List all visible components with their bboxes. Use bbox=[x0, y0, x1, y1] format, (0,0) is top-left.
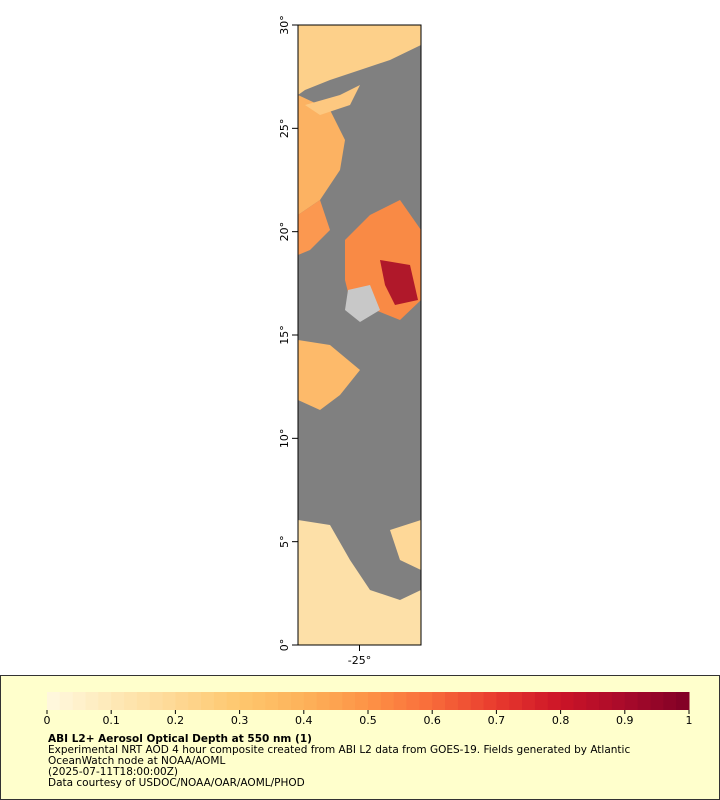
colorbar-tick-label: 0.1 bbox=[102, 714, 120, 727]
colorbar-swatch bbox=[98, 692, 112, 710]
colorbar-swatch bbox=[586, 692, 600, 710]
colorbar-swatch bbox=[47, 692, 61, 710]
colorbar-tick-label: 0.5 bbox=[359, 714, 377, 727]
colorbar-swatch bbox=[406, 692, 420, 710]
colorbar-swatch bbox=[72, 692, 87, 710]
colorbar-tick-label: 0.3 bbox=[231, 714, 249, 727]
colorbar-swatch bbox=[239, 692, 253, 710]
caption-line: Data courtesy of USDOC/NOAA/OAR/AOML/PHO… bbox=[48, 777, 305, 789]
colorbar-swatch bbox=[483, 692, 497, 710]
colorbar-swatch bbox=[213, 692, 228, 710]
caption-title: ABI L2+ Aerosol Optical Depth at 550 nm … bbox=[48, 733, 312, 745]
caption-line: Experimental NRT AOD 4 hour composite cr… bbox=[48, 744, 630, 756]
colorbar-swatch bbox=[111, 692, 125, 710]
y-tick-label: 0° bbox=[278, 639, 291, 652]
colorbar-tick-label: 0.6 bbox=[423, 714, 441, 727]
colorbar-tick-label: 0 bbox=[44, 714, 51, 727]
map-imagery bbox=[298, 25, 421, 645]
aerosol-patch bbox=[380, 260, 418, 305]
cloud-patch bbox=[345, 285, 380, 322]
colorbar-swatch bbox=[290, 692, 305, 710]
colorbar-swatch bbox=[599, 692, 613, 710]
colorbar-swatch bbox=[149, 692, 164, 710]
colorbar-tick-label: 0.2 bbox=[167, 714, 185, 727]
colorbar-swatch bbox=[188, 692, 202, 710]
colorbar-swatch bbox=[522, 692, 536, 710]
y-tick-label: 25° bbox=[278, 119, 291, 139]
y-tick-label: 15° bbox=[278, 325, 291, 345]
aerosol-patch bbox=[305, 85, 360, 115]
colorbar-swatch bbox=[226, 692, 241, 710]
colorbar-swatch bbox=[611, 692, 626, 710]
y-tick-label: 20° bbox=[278, 222, 291, 242]
colorbar-swatch bbox=[650, 692, 664, 710]
colorbar-swatch bbox=[445, 692, 459, 710]
colorbar-swatch bbox=[329, 692, 343, 710]
aerosol-patch bbox=[298, 25, 421, 95]
aerosol-patch bbox=[298, 340, 360, 410]
x-tick-label: -25° bbox=[348, 654, 371, 667]
aerosol-patch bbox=[298, 95, 345, 215]
colorbar-swatch bbox=[278, 692, 292, 710]
colorbar-tick-label: 0.9 bbox=[616, 714, 634, 727]
colorbar-swatch bbox=[432, 692, 446, 710]
aerosol-patch bbox=[298, 200, 330, 255]
colorbar-swatch bbox=[368, 692, 382, 710]
y-tick-label: 5° bbox=[278, 535, 291, 548]
aerosol-patch bbox=[298, 520, 421, 645]
colorbar-swatch bbox=[85, 692, 99, 710]
colorbar-swatch bbox=[316, 692, 330, 710]
colorbar-swatch bbox=[124, 692, 138, 710]
colorbar-tick-label: 1 bbox=[686, 714, 693, 727]
colorbar-swatch bbox=[560, 692, 574, 710]
colorbar-swatch bbox=[265, 692, 279, 710]
colorbar-swatch bbox=[380, 692, 395, 710]
caption-line: OceanWatch node at NOAA/AOML bbox=[48, 755, 225, 767]
colorbar-tick-label: 0.4 bbox=[295, 714, 313, 727]
colorbar-swatch bbox=[303, 692, 318, 710]
colorbar-swatch bbox=[419, 692, 433, 710]
colorbar-swatch bbox=[59, 692, 74, 710]
colorbar-swatch bbox=[624, 692, 639, 710]
colorbar-swatch bbox=[457, 692, 472, 710]
colorbar-swatch bbox=[676, 692, 690, 710]
colorbar-swatch bbox=[342, 692, 356, 710]
colorbar-swatch bbox=[663, 692, 677, 710]
colorbar-swatch bbox=[393, 692, 408, 710]
colorbar-tick-label: 0.7 bbox=[488, 714, 506, 727]
colorbar-swatch bbox=[470, 692, 485, 710]
colorbar-swatch bbox=[355, 692, 369, 710]
colorbar-tick-label: 0.8 bbox=[552, 714, 570, 727]
y-tick-label: 30° bbox=[278, 15, 291, 35]
colorbar-swatch bbox=[175, 692, 189, 710]
aerosol-patch bbox=[390, 520, 421, 570]
colorbar-swatch bbox=[162, 692, 176, 710]
colorbar-swatch bbox=[201, 692, 215, 710]
y-tick-label: 10° bbox=[278, 429, 291, 449]
colorbar-swatch bbox=[252, 692, 266, 710]
colorbar-swatch bbox=[136, 692, 151, 710]
colorbar-swatch bbox=[534, 692, 549, 710]
caption-line: (2025-07-11T18:00:00Z) bbox=[48, 766, 178, 778]
colorbar-swatch bbox=[573, 692, 587, 710]
colorbar-swatch bbox=[496, 692, 510, 710]
colorbar-swatch bbox=[547, 692, 562, 710]
colorbar-swatch bbox=[509, 692, 523, 710]
colorbar-swatch bbox=[637, 692, 651, 710]
